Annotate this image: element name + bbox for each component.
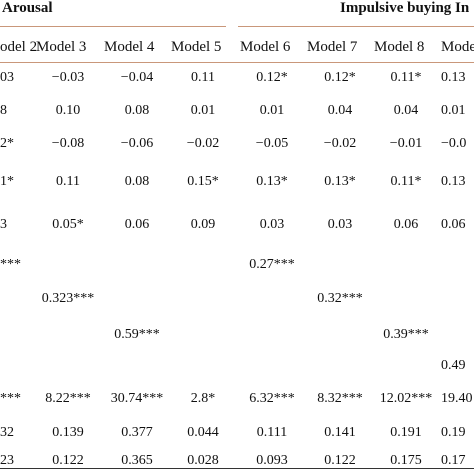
table-cell: 0.08 [124,103,150,118]
table-cell: 0.191 [390,425,422,440]
table-cell: 0.11 [191,70,215,85]
table-cell: 0.06 [393,217,419,232]
table-cell: 0.141 [324,425,356,440]
table-cell: 0.09 [190,217,216,232]
table-cell: −0.06 [120,136,154,151]
table-cell: 0.122 [324,453,356,468]
table-cell: 2* [0,136,14,151]
table-cell: 3 [0,217,7,232]
table-cell: 0.377 [121,425,153,440]
table-cell: 0.10 [55,103,81,118]
table-cell: −0.02 [186,136,220,151]
table-cell: 0.13* [256,174,288,189]
table-cell: −0.01 [389,136,423,151]
table-cell: 0.01 [441,103,466,118]
table-cell: −0.0 [441,136,467,151]
table-cell: 19.40 [441,391,473,406]
table-cell: 6.32*** [249,391,295,406]
group-header-impulsive-buying: Impulsive buying In [340,0,470,16]
table-cell: 0.139 [52,425,84,440]
table-cell: 0.01 [190,103,216,118]
table-cell: 0.27*** [249,257,295,272]
table-cell: 0.13 [441,174,466,189]
table-cell: 0.11 [56,174,80,189]
table-cell: 0.12* [324,70,356,85]
table-cell: −0.08 [51,136,85,151]
table-cell: 0.13 [441,70,466,85]
table-cell: 0.175 [390,453,422,468]
column-header: odel 2 [0,39,38,55]
table-cell: 0.122 [52,453,84,468]
table-cell: 2.8* [190,391,216,406]
table-cell: 0.323*** [41,291,95,306]
table-cell: 0.49 [441,358,466,373]
table-cell: −0.04 [120,70,154,85]
column-header: Model 3 [36,39,87,55]
group-header-arousal: Arousal [2,0,53,16]
table-cell: 0.32*** [317,291,363,306]
table-cell: 23 [0,453,14,468]
table-cell: 0.17 [441,453,466,468]
table-cell: 30.74*** [110,391,164,406]
table-cell: 0.365 [121,453,153,468]
column-header: Model 6 [240,39,291,55]
table-cell: −0.03 [51,70,85,85]
table-cell: 0.03 [259,217,285,232]
table-cell: 0.11* [390,70,422,85]
table-cell: 0.044 [187,425,219,440]
table-cell: 0.093 [256,453,288,468]
table-cell: 0.08 [124,174,150,189]
table-cell: 1* [0,174,14,189]
table-cell: 0.15* [187,174,219,189]
table-cell: 0.13* [324,174,356,189]
table-cell: 0.04 [327,103,353,118]
table-cell: 0.05* [52,217,84,232]
header-rule [0,62,474,63]
table-cell: 0.59*** [114,327,160,342]
table-cell: 0.06 [124,217,150,232]
table-cell: 8.22*** [45,391,91,406]
table-cell: 0.06 [441,217,466,232]
table-cell: 0.028 [187,453,219,468]
table-cell: 0.03 [327,217,353,232]
table-cell: *** [0,257,21,272]
table-bottom-rule [0,468,474,469]
table-cell: 0.12* [256,70,288,85]
column-header: Model 8 [374,39,425,55]
table-cell: 8.32*** [317,391,363,406]
table-cell: 0.01 [259,103,285,118]
table-cell: 0.04 [393,103,419,118]
table-cell: 03 [0,70,14,85]
table-cell: −0.05 [255,136,289,151]
table-cell: 0.19 [441,425,466,440]
table-cell: 8 [0,103,7,118]
column-header: Model [441,39,474,55]
table-cell: 0.11* [390,174,422,189]
group-rule-impulsive [238,26,474,27]
table-cell: 12.02*** [379,391,433,406]
column-header: Model 7 [307,39,358,55]
table-cell: 32 [0,425,14,440]
table-cell: 0.111 [256,425,288,440]
group-rule-arousal [0,26,226,27]
table-cell: −0.02 [323,136,357,151]
table-cell: *** [0,391,21,406]
column-header: Model 5 [171,39,222,55]
table-cell: 0.39*** [383,327,429,342]
column-header: Model 4 [104,39,155,55]
